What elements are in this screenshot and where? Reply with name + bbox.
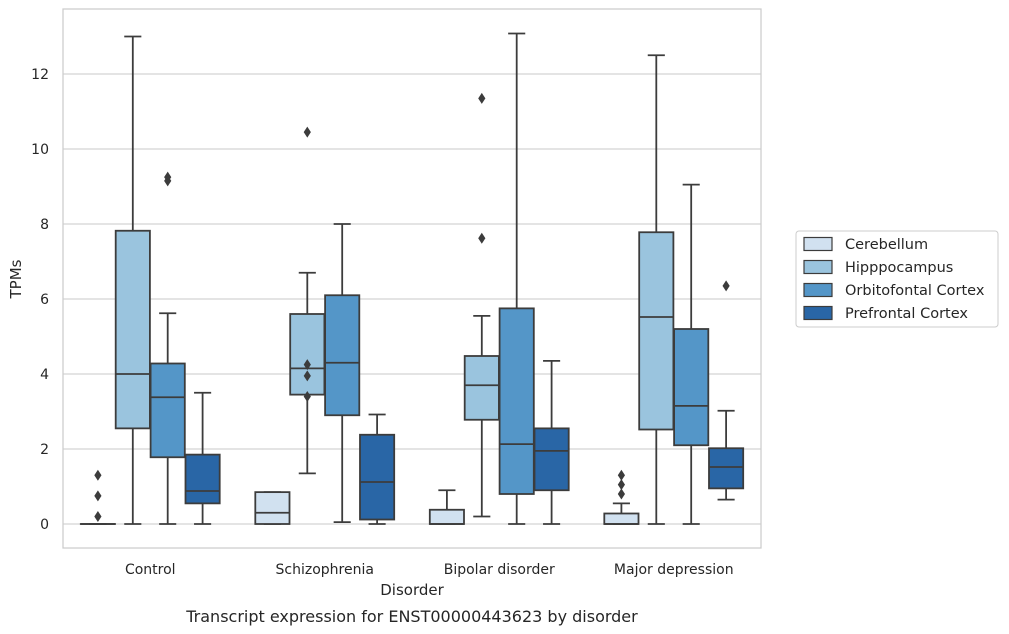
y-tick-label: 10 [31, 142, 49, 158]
outlier-point [303, 359, 311, 371]
legend-items: Cerebellum Hipppocampus Orbitofontal Corte… [803, 236, 985, 322]
box-cerebellum [254, 491, 291, 525]
x-tick-label: Bipolar disorder [444, 562, 555, 578]
box-orbitofontal-cortex [498, 32, 535, 525]
x-axis-label: Disorder [380, 581, 444, 599]
iqr-box [708, 447, 745, 490]
iqr-box [254, 491, 291, 525]
legend-swatch [803, 259, 833, 275]
y-tick-label: 8 [40, 217, 49, 233]
legend-label: Orbitofontal Cortex [845, 283, 985, 299]
iqr-box [184, 453, 221, 505]
outlier-point [164, 171, 172, 183]
x-tick-label: Control [125, 562, 176, 578]
iqr-box [324, 294, 361, 417]
outlier-point [478, 232, 486, 244]
legend-label: Prefrontal Cortex [845, 306, 968, 322]
box-cerebellum [428, 489, 465, 525]
y-tick-labels: 0 2 4 6 8 10 12 [31, 67, 49, 533]
iqr-box [428, 508, 465, 525]
outlier-point [94, 490, 102, 502]
iqr-box [149, 362, 186, 459]
iqr-box [289, 313, 326, 396]
x-tick-label: Major depression [614, 562, 734, 578]
iqr-box [638, 231, 675, 431]
iqr-box [533, 427, 570, 492]
legend-frame [795, 230, 999, 328]
iqr-box [673, 328, 710, 447]
iqr-box [359, 433, 396, 521]
iqr-box [603, 512, 640, 525]
boxes-layer [79, 32, 745, 525]
box-hipppocampus [638, 54, 675, 525]
legend-swatch [803, 236, 833, 252]
outlier-point [617, 479, 625, 491]
plot-frame [62, 8, 762, 549]
iqr-box [114, 229, 151, 430]
x-tick-labels: Control Schizophrenia Bipolar disorder Majo… [125, 562, 734, 578]
y-tick-label: 4 [40, 367, 49, 383]
legend-label: Cerebellum [845, 237, 928, 253]
box-prefrontal-cortex [359, 413, 396, 525]
legend-label: Hipppocampus [845, 260, 953, 276]
box-orbitofontal-cortex [324, 223, 361, 524]
outlier-point [303, 370, 311, 382]
box-orbitofontal-cortex [673, 183, 710, 525]
legend-swatch [803, 305, 833, 321]
legend: Cerebellum Hipppocampus Orbitofontal Corte… [795, 230, 999, 328]
iqr-box [498, 307, 535, 495]
legend-swatch [803, 282, 833, 298]
outlier-point [94, 511, 102, 522]
box-hipppocampus [289, 126, 326, 475]
box-prefrontal-cortex [184, 391, 221, 525]
y-tick-label: 0 [40, 517, 49, 533]
box-prefrontal-cortex [533, 359, 570, 525]
outlier-point [722, 280, 730, 292]
outlier-point [303, 126, 311, 138]
box-orbitofontal-cortex [149, 171, 186, 525]
y-axis-label: TPMs [7, 259, 25, 299]
box-cerebellum [79, 469, 116, 525]
iqr-box [463, 355, 500, 421]
outlier-point [303, 391, 311, 402]
box-hipppocampus [463, 92, 500, 518]
box-cerebellum [603, 469, 640, 525]
x-tick-label: Schizophrenia [276, 562, 374, 578]
y-tick-label: 12 [31, 67, 49, 83]
outlier-point [94, 469, 102, 481]
y-tick-label: 6 [40, 292, 49, 308]
outlier-point [617, 488, 625, 500]
y-tick-label: 2 [40, 442, 49, 458]
chart-caption: Transcript expression for ENST0000044362… [185, 607, 638, 626]
box-hipppocampus [114, 35, 151, 525]
box-prefrontal-cortex [708, 280, 745, 501]
outlier-point [617, 469, 625, 481]
outlier-point [478, 92, 486, 104]
